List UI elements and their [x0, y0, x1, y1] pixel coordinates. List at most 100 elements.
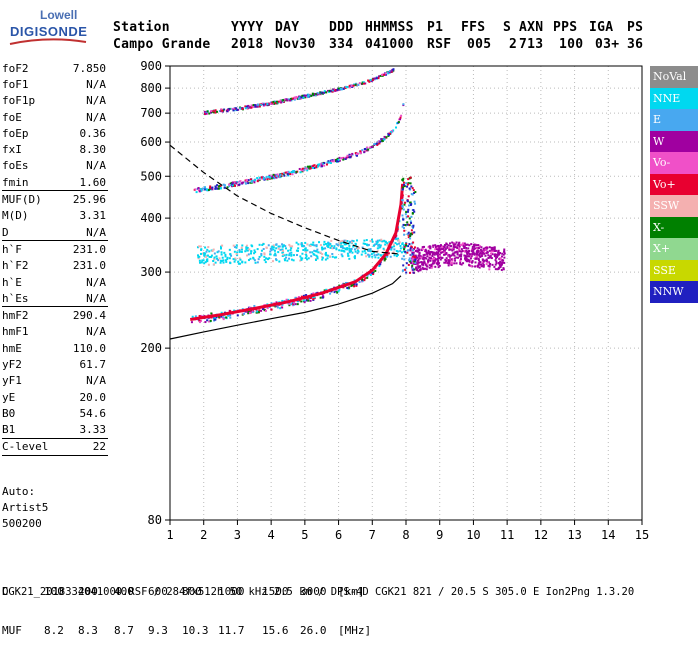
echo-point [430, 263, 433, 266]
spike-echo-point [407, 182, 410, 185]
echo-point [483, 252, 486, 255]
distance-cell: 200 [78, 585, 98, 598]
echo-point [251, 311, 254, 314]
muf-cell: 9.3 [148, 624, 168, 637]
echo-point [463, 250, 466, 253]
echo-point [262, 103, 265, 106]
param-value: 3.31 [79, 209, 107, 223]
echo-point [424, 263, 427, 266]
spread-echo-point [290, 251, 293, 254]
spread-echo-point [357, 250, 360, 253]
echo-point [464, 259, 467, 262]
echo-point [260, 309, 263, 312]
param-name: h`E [2, 275, 22, 289]
spike-echo-point [404, 268, 407, 271]
param-row: foEp 0.36 [2, 125, 108, 141]
spread-echo-point [201, 252, 204, 255]
spread-echo-point [234, 258, 237, 261]
echo-point [288, 304, 291, 307]
spread-echo-point [284, 259, 287, 262]
echo-point [427, 249, 430, 252]
echo-point [361, 280, 364, 283]
echo-point [303, 301, 306, 304]
spread-echo-point [300, 242, 303, 245]
spread-echo-point [304, 248, 307, 251]
spread-echo-point [222, 261, 225, 264]
echo-point [420, 256, 423, 259]
spread-echo-point [212, 260, 215, 263]
echo-point [427, 250, 430, 253]
spread-echo-point [225, 260, 228, 263]
echo-point [218, 185, 221, 188]
x-tick-label: 7 [369, 528, 376, 542]
echo-point [446, 245, 449, 248]
spread-echo-point [348, 242, 351, 245]
echo-point [253, 181, 256, 184]
spread-echo-point [376, 250, 379, 253]
echo-point [208, 320, 211, 323]
spike-echo-point [405, 267, 408, 270]
spread-echo-point [395, 255, 398, 258]
footer-info: CGK21_2018334041000.RSF / 284fx512h 50 k… [2, 586, 635, 598]
echo-point [204, 186, 207, 189]
spread-echo-point [220, 247, 223, 250]
spread-echo-point [217, 259, 220, 262]
spread-echo-point [377, 253, 380, 256]
spread-echo-point [344, 248, 347, 251]
echo-point [267, 102, 270, 105]
echo-point [350, 284, 353, 287]
legend-entry: SSW [650, 195, 698, 217]
legend-entry: Vo+ [650, 173, 698, 195]
param-name: B1 [2, 423, 16, 437]
spread-echo-point [200, 248, 203, 251]
echo-point [390, 70, 393, 73]
echo-point [458, 255, 461, 258]
spread-echo-point [350, 241, 353, 244]
spike-echo-point [403, 245, 406, 248]
spike-echo-point [401, 225, 404, 228]
echo-point [230, 184, 233, 187]
echo-point [444, 253, 447, 256]
echo-point [435, 262, 438, 265]
echo-point [198, 321, 201, 324]
echo-point [443, 251, 446, 254]
distance-cell: 1500 [262, 585, 289, 598]
spike-echo-point [408, 260, 411, 263]
spike-echo-point [401, 178, 404, 181]
echo-point [289, 173, 292, 176]
echo-point [307, 299, 310, 302]
echo-point [355, 153, 358, 156]
echo-point [207, 188, 210, 191]
echo-point [482, 262, 485, 265]
echo-point [433, 258, 436, 261]
spread-echo-point [353, 257, 356, 260]
spread-echo-point [345, 243, 348, 246]
echo-point [363, 150, 366, 153]
spread-echo-point [288, 254, 291, 257]
echo-point [331, 90, 334, 93]
spike-echo-point [402, 177, 405, 180]
echo-point [359, 152, 362, 155]
echo-point [450, 258, 453, 261]
spread-echo-point [369, 240, 372, 243]
echo-point [436, 252, 439, 255]
echo-point [381, 139, 384, 142]
header-label: PPS [553, 20, 578, 35]
echo-point [289, 97, 292, 100]
echo-point [346, 286, 349, 289]
echo-point [345, 281, 348, 284]
spread-echo-point [343, 247, 346, 250]
echo-point [488, 246, 491, 249]
echo-point [295, 171, 298, 174]
echo-point [434, 248, 437, 251]
spread-echo-point [206, 254, 209, 257]
echo-point [335, 159, 338, 162]
echo-point [226, 110, 229, 113]
echo-point [272, 100, 275, 103]
echo-point [329, 161, 332, 164]
echo-point [432, 259, 435, 262]
echo-point [475, 251, 478, 254]
header-labels: Station YYYY DAY DDD HHMMSS P1 FFS S AXN PPS IGA PS [113, 20, 673, 36]
spread-echo-point [368, 254, 371, 257]
echo-point [357, 152, 360, 155]
